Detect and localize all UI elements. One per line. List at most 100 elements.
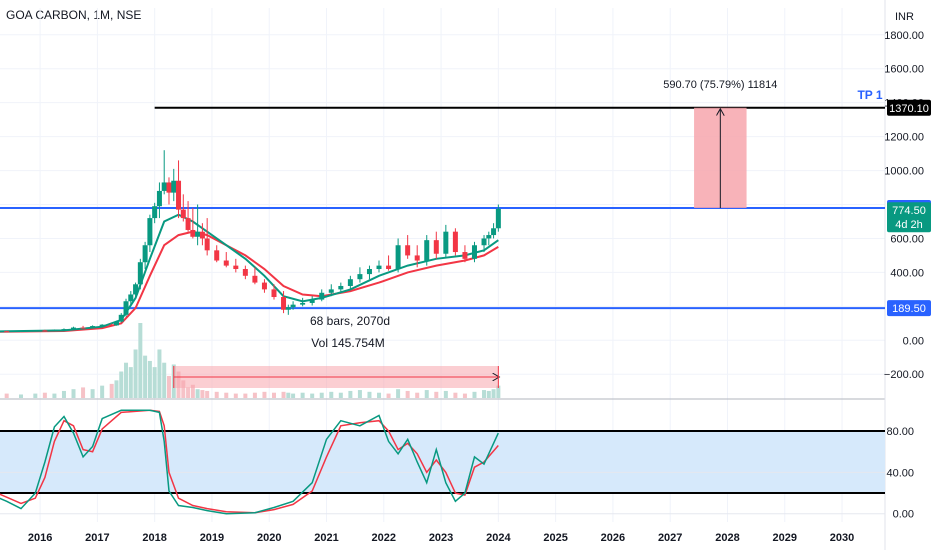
- volume-bar: [424, 390, 429, 398]
- volume-bar: [271, 392, 276, 398]
- range-measure-volume-label: Vol 145.754M: [311, 336, 384, 350]
- volume-bar: [319, 392, 324, 398]
- candle-body: [51, 329, 57, 331]
- time-tick-label: 2027: [658, 532, 682, 544]
- volume-bar: [200, 390, 205, 398]
- candle-body: [452, 231, 458, 253]
- candle-body: [133, 284, 139, 295]
- oscillator-tick-label: 80.00: [886, 426, 914, 438]
- price-tick-label: 0.00: [903, 335, 924, 347]
- volume-bar: [262, 391, 267, 398]
- price-tick-label: 400.00: [890, 267, 924, 279]
- candle-body: [199, 231, 205, 239]
- volume-bar: [214, 391, 219, 398]
- candle-body: [285, 307, 291, 310]
- time-tick-label: 2028: [715, 532, 739, 544]
- last-price-tag-box[interactable]: [887, 202, 931, 233]
- volume-bar: [286, 392, 291, 398]
- volume-bar: [434, 391, 439, 398]
- ema-layer: [0, 213, 499, 333]
- volume-bar: [300, 392, 305, 398]
- candle-body: [156, 190, 162, 207]
- candle-body: [491, 228, 497, 236]
- candle-body: [42, 330, 48, 332]
- candle-body: [61, 329, 67, 331]
- volume-bar: [157, 349, 162, 398]
- support-price-tag-box[interactable]: [887, 300, 931, 317]
- time-tick-label: 2018: [142, 532, 166, 544]
- target-price-tag-box[interactable]: [887, 99, 931, 116]
- volume-bar: [138, 323, 143, 398]
- candle-body: [347, 279, 353, 286]
- candle-body: [481, 238, 487, 246]
- candle-body: [118, 314, 124, 322]
- volume-bar: [486, 390, 491, 398]
- oscillator-tick-label: 40.00: [886, 467, 914, 479]
- candle-body: [223, 260, 229, 266]
- volume-bar: [357, 390, 362, 398]
- candle-body: [319, 292, 325, 300]
- volume-bar: [415, 392, 420, 398]
- candle-body: [495, 208, 501, 229]
- volume-bar: [128, 367, 133, 398]
- volume-bar: [147, 360, 152, 398]
- volume-bar: [310, 393, 315, 398]
- candle-body: [137, 262, 143, 285]
- candle-body: [142, 245, 148, 263]
- projection-layer[interactable]: 590.70 (75.79%) 11814: [663, 79, 777, 209]
- candle-body: [405, 245, 411, 256]
- time-tick-label: 2025: [543, 532, 567, 544]
- time-tick-label: 2030: [830, 532, 854, 544]
- candle-body: [462, 252, 468, 259]
- time-tick-label: 2021: [314, 532, 338, 544]
- candle-body: [300, 302, 306, 305]
- oscillator-band: [0, 431, 885, 494]
- candles-layer: [4, 150, 501, 333]
- candle-body: [309, 299, 315, 303]
- volume-bar: [348, 390, 353, 398]
- last-price-tag-text: 774.50: [892, 205, 926, 217]
- volume-bar: [496, 385, 501, 398]
- volume-bar: [109, 383, 114, 398]
- price-tick-label: 1000.00: [884, 166, 924, 178]
- ema-fast-line: [0, 213, 499, 333]
- range-measure-layer[interactable]: 68 bars, 2070d Vol 145.754M: [173, 314, 499, 388]
- oscillator-layer: [0, 409, 885, 515]
- volume-bar: [4, 393, 9, 398]
- candle-body: [180, 209, 186, 219]
- candle-body: [171, 180, 177, 193]
- price-tick-label: 1200.00: [884, 132, 924, 144]
- candle-body: [471, 245, 477, 259]
- candle-body: [233, 265, 239, 270]
- oscillator-tick-label: 0.00: [893, 509, 914, 521]
- volume-bar: [367, 391, 372, 398]
- volume-bar: [119, 371, 124, 398]
- volume-bar: [152, 367, 157, 398]
- volume-bar: [195, 389, 200, 398]
- candle-body: [357, 274, 363, 280]
- volume-bar: [396, 389, 401, 398]
- candle-body: [90, 326, 96, 329]
- volume-bar: [19, 394, 24, 398]
- target-label: TP 1: [857, 88, 882, 102]
- candle-body: [204, 238, 210, 251]
- price-tick-label: 1600.00: [884, 64, 924, 76]
- price-tick-label: −200.00: [884, 369, 924, 381]
- candle-body: [166, 182, 172, 193]
- candle-body: [242, 269, 248, 276]
- volume-bar: [443, 390, 448, 398]
- horizontal-lines-layer[interactable]: TP 1: [0, 88, 885, 310]
- volume-bar: [124, 362, 129, 398]
- volume-bar: [377, 392, 382, 398]
- volume-bar: [482, 390, 487, 398]
- volume-bar: [243, 393, 248, 398]
- candle-body: [190, 229, 196, 237]
- candle-body: [147, 218, 153, 246]
- candle-body: [113, 321, 119, 326]
- candle-body: [433, 240, 439, 254]
- price-tick-label: 600.00: [890, 233, 924, 245]
- time-tick-label: 2023: [429, 532, 453, 544]
- volume-bar: [186, 387, 191, 398]
- time-tick-label: 2026: [601, 532, 625, 544]
